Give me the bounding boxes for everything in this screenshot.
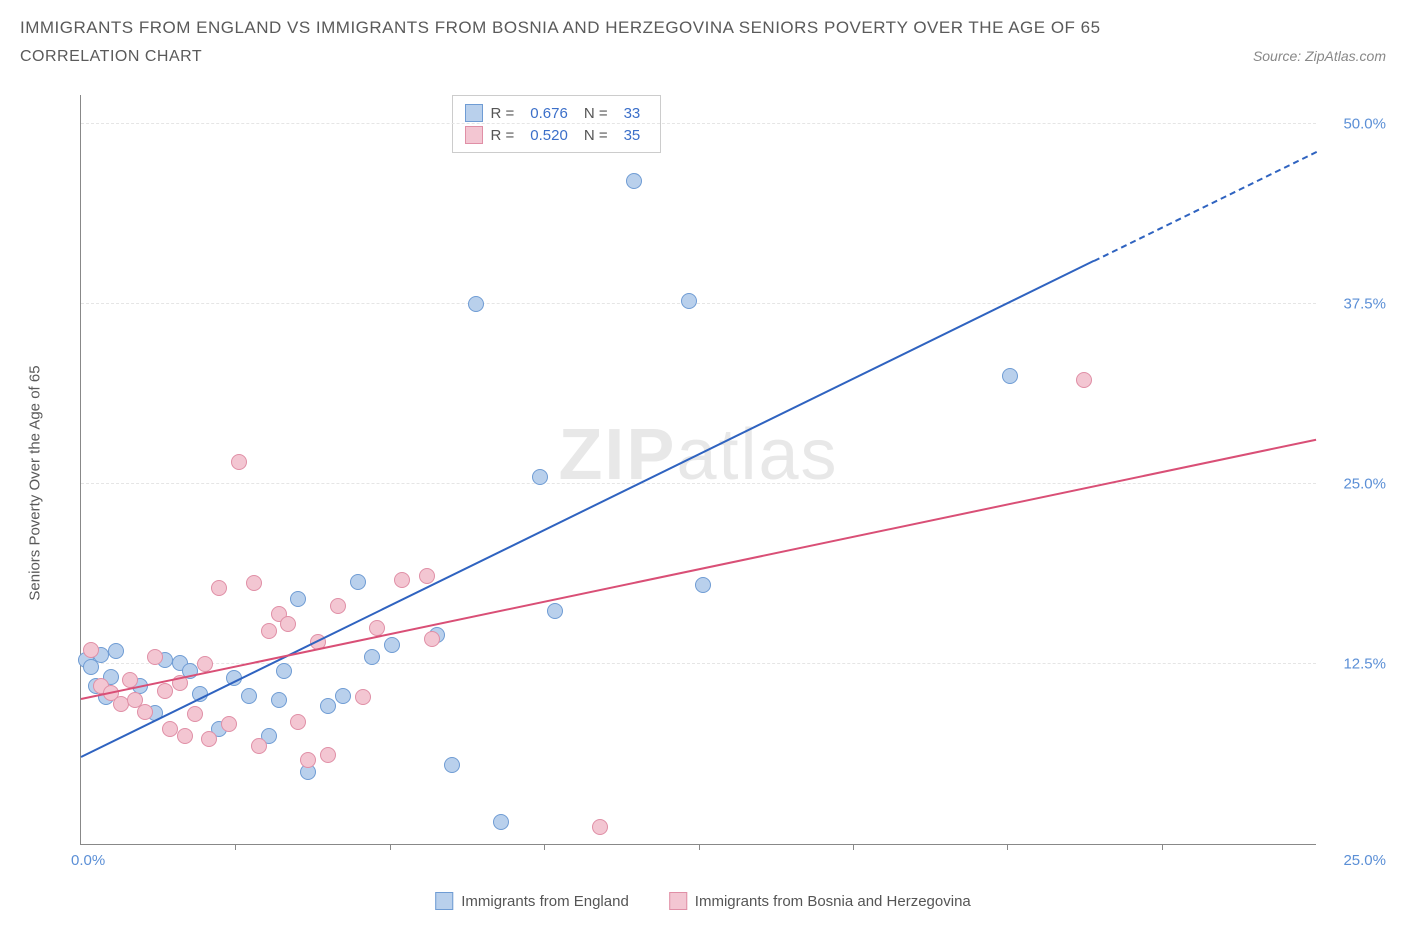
scatter-point: [335, 688, 351, 704]
plot-region: ZIPatlas R = 0.676 N = 33 R = 0.520 N = …: [80, 95, 1316, 845]
x-tick: [699, 844, 700, 850]
scatter-point: [280, 616, 296, 632]
source-label: Source: ZipAtlas.com: [1253, 48, 1386, 64]
scatter-point: [83, 642, 99, 658]
legend-swatch-icon: [435, 892, 453, 910]
legend-swatch-icon: [669, 892, 687, 910]
x-tick: [1007, 844, 1008, 850]
chart-title-line1: IMMIGRANTS FROM ENGLAND VS IMMIGRANTS FR…: [20, 18, 1386, 38]
scatter-point: [626, 173, 642, 189]
scatter-point: [444, 757, 460, 773]
gridline: [81, 123, 1316, 124]
y-tick-label: 50.0%: [1343, 115, 1386, 132]
scatter-point: [419, 568, 435, 584]
scatter-point: [231, 454, 247, 470]
trend-line: [81, 439, 1316, 700]
legend-item-bosnia: Immigrants from Bosnia and Herzegovina: [669, 892, 971, 910]
bottom-legend: Immigrants from England Immigrants from …: [435, 892, 971, 910]
x-tick-label: 0.0%: [71, 852, 105, 869]
scatter-point: [394, 572, 410, 588]
scatter-point: [300, 752, 316, 768]
x-tick: [544, 844, 545, 850]
scatter-point: [221, 716, 237, 732]
legend-label: Immigrants from England: [461, 893, 629, 910]
scatter-point: [290, 714, 306, 730]
scatter-point: [162, 721, 178, 737]
scatter-point: [290, 591, 306, 607]
y-axis-label: Seniors Poverty Over the Age of 65: [27, 365, 44, 600]
trend-line: [1093, 151, 1316, 262]
scatter-point: [493, 814, 509, 830]
scatter-point: [355, 689, 371, 705]
chart-title-line2: CORRELATION CHART: [20, 48, 202, 66]
x-tick-label: 25.0%: [1343, 852, 1386, 869]
scatter-point: [246, 575, 262, 591]
x-tick: [390, 844, 391, 850]
scatter-point: [157, 683, 173, 699]
scatter-point: [330, 598, 346, 614]
scatter-point: [695, 577, 711, 593]
scatter-point: [1002, 368, 1018, 384]
x-tick: [1162, 844, 1163, 850]
scatter-point: [261, 623, 277, 639]
scatter-point: [276, 663, 292, 679]
y-tick-label: 25.0%: [1343, 475, 1386, 492]
scatter-point: [350, 574, 366, 590]
scatter-point: [364, 649, 380, 665]
trend-line: [81, 260, 1095, 758]
stats-row-england: R = 0.676 N = 33: [465, 102, 649, 124]
scatter-point: [592, 819, 608, 835]
scatter-point: [147, 649, 163, 665]
scatter-point: [177, 728, 193, 744]
scatter-point: [320, 698, 336, 714]
y-tick-label: 37.5%: [1343, 295, 1386, 312]
legend-label: Immigrants from Bosnia and Herzegovina: [695, 893, 971, 910]
gridline: [81, 483, 1316, 484]
scatter-point: [251, 738, 267, 754]
scatter-point: [241, 688, 257, 704]
chart-area: Seniors Poverty Over the Age of 65 ZIPat…: [55, 95, 1316, 870]
scatter-point: [424, 631, 440, 647]
stats-row-bosnia: R = 0.520 N = 35: [465, 124, 649, 146]
legend-swatch-icon: [465, 104, 483, 122]
scatter-point: [320, 747, 336, 763]
x-tick: [853, 844, 854, 850]
scatter-point: [113, 696, 129, 712]
scatter-point: [201, 731, 217, 747]
stats-legend: R = 0.676 N = 33 R = 0.520 N = 35: [452, 95, 662, 153]
scatter-point: [187, 706, 203, 722]
scatter-point: [1076, 372, 1092, 388]
scatter-point: [137, 704, 153, 720]
chart-header: IMMIGRANTS FROM ENGLAND VS IMMIGRANTS FR…: [0, 0, 1406, 66]
scatter-point: [271, 692, 287, 708]
scatter-point: [468, 296, 484, 312]
legend-item-england: Immigrants from England: [435, 892, 629, 910]
scatter-point: [681, 293, 697, 309]
legend-swatch-icon: [465, 126, 483, 144]
scatter-point: [211, 580, 227, 596]
x-tick: [235, 844, 236, 850]
scatter-point: [547, 603, 563, 619]
gridline: [81, 303, 1316, 304]
scatter-point: [384, 637, 400, 653]
scatter-point: [108, 643, 124, 659]
y-tick-label: 12.5%: [1343, 655, 1386, 672]
scatter-point: [197, 656, 213, 672]
scatter-point: [532, 469, 548, 485]
